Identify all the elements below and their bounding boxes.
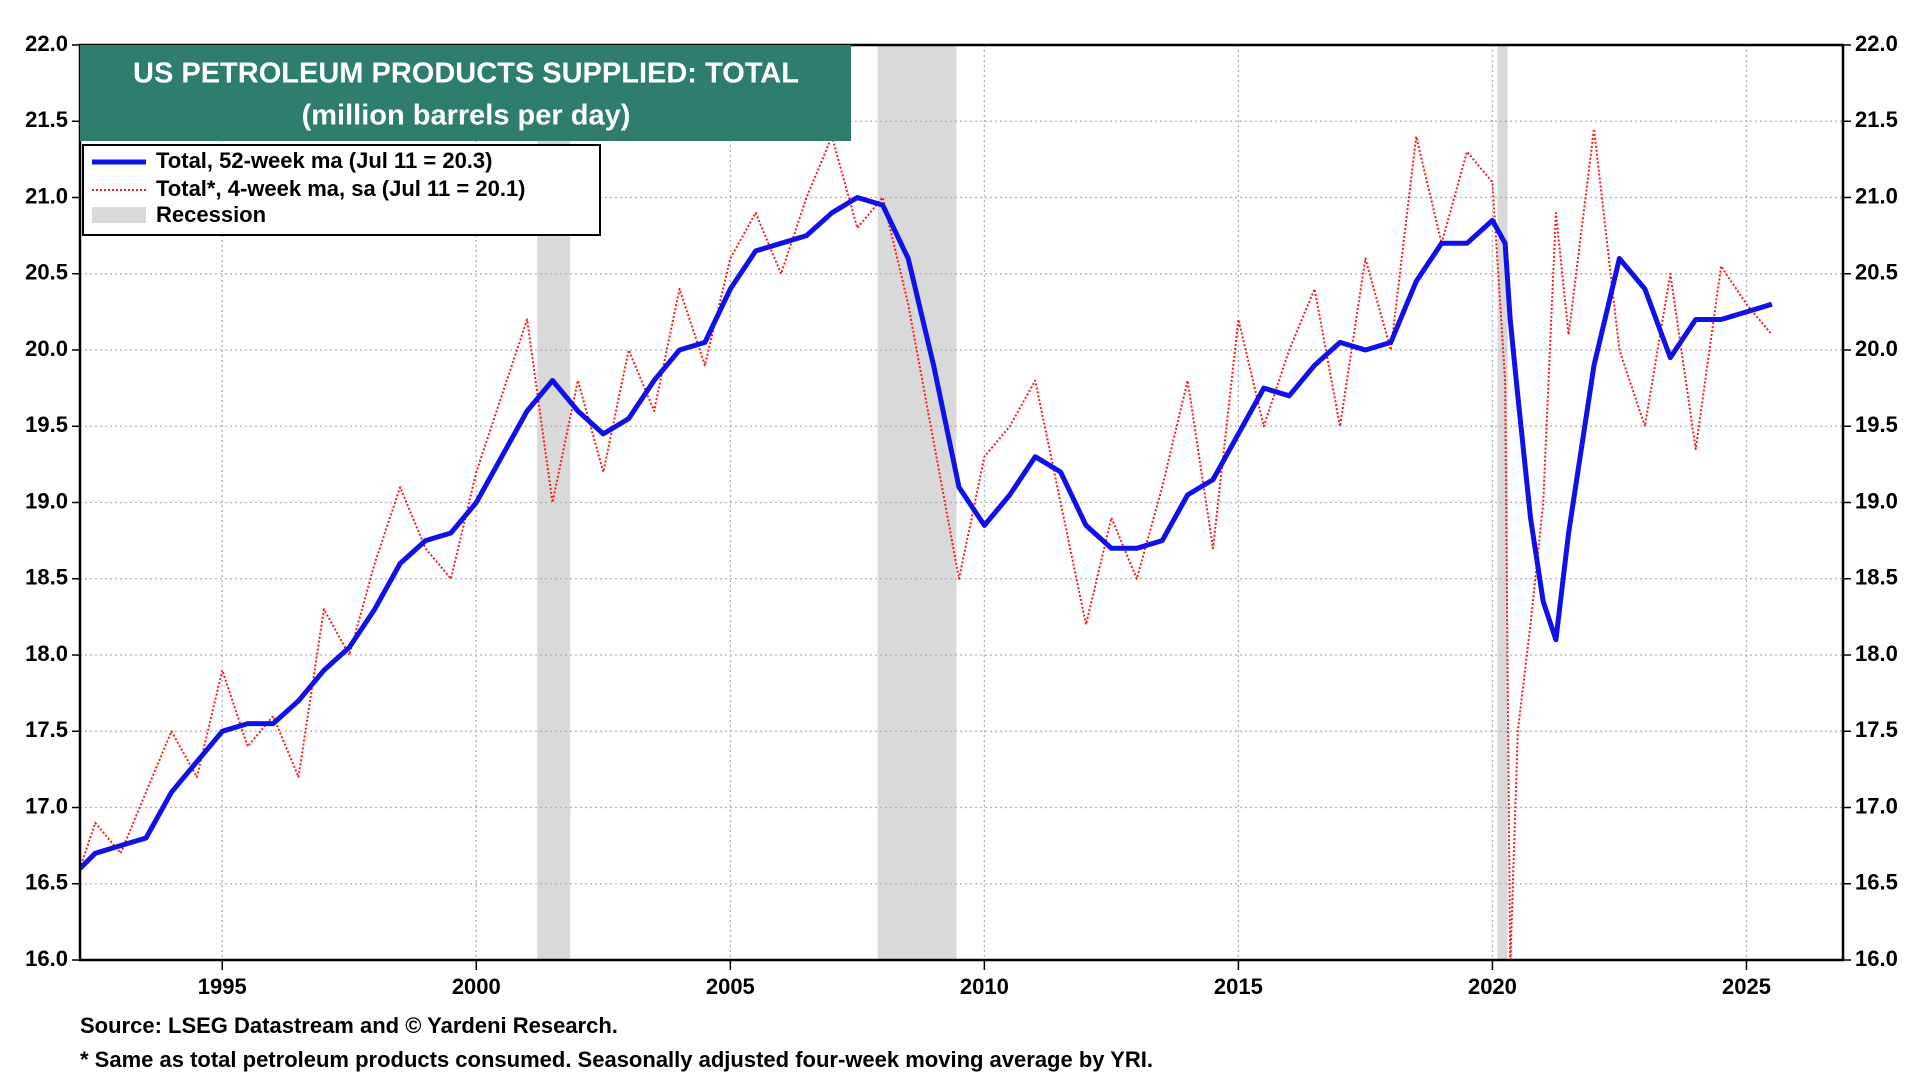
x-tick-label: 2010	[960, 974, 1009, 999]
legend-label: Recession	[156, 202, 266, 227]
legend-label: Total, 52-week ma (Jul 11 = 20.3)	[156, 148, 492, 173]
y-tick-label: 16.0	[25, 946, 68, 971]
legend-label: Total*, 4-week ma, sa (Jul 11 = 20.1)	[156, 176, 526, 201]
chart-subtitle: (million barrels per day)	[302, 100, 631, 132]
y-tick-label: 18.5	[25, 565, 68, 590]
title-box	[80, 45, 851, 141]
legend-swatch	[92, 207, 146, 223]
x-tick-label: 2005	[706, 974, 755, 999]
recession-band	[877, 45, 957, 960]
legend-box	[82, 144, 601, 236]
y-tick-label: 21.0	[25, 183, 68, 208]
x-tick-label: 2000	[452, 974, 501, 999]
y-tick-label: 21.5	[25, 107, 68, 132]
legend: Total, 52-week ma (Jul 11 = 20.3) Total*,…	[82, 144, 601, 236]
y2-tick-label: 20.0	[1855, 336, 1898, 361]
footnote: * Same as total petroleum products consu…	[80, 1047, 1153, 1072]
y-tick-label: 17.5	[25, 717, 68, 742]
y2-tick-label: 22.0	[1855, 31, 1898, 56]
y2-tick-label: 18.0	[1855, 641, 1898, 666]
y2-tick-label: 17.5	[1855, 717, 1898, 742]
source-note: Source: LSEG Datastream and © Yardeni Re…	[80, 1013, 618, 1038]
recession-band	[1497, 45, 1508, 960]
y2-tick-label: 17.0	[1855, 793, 1898, 818]
y-tick-label: 16.5	[25, 870, 68, 895]
chart-title: US PETROLEUM PRODUCTS SUPPLIED: TOTAL	[133, 58, 799, 90]
y-tick-label: 17.0	[25, 793, 68, 818]
y-tick-label: 18.0	[25, 641, 68, 666]
y2-tick-label: 20.5	[1855, 260, 1898, 285]
x-tick-label: 1995	[198, 974, 247, 999]
y2-tick-label: 21.0	[1855, 183, 1898, 208]
y2-tick-label: 16.5	[1855, 870, 1898, 895]
y2-tick-label: 19.5	[1855, 412, 1898, 437]
series-line	[80, 195, 1773, 871]
plot-lines	[80, 127, 1773, 960]
y-tick-label: 20.5	[25, 260, 68, 285]
x-tick-label: 2020	[1468, 974, 1517, 999]
y2-tick-label: 19.0	[1855, 488, 1898, 513]
y-tick-label: 19.0	[25, 488, 68, 513]
y-tick-label: 22.0	[25, 31, 68, 56]
y2-tick-label: 16.0	[1855, 946, 1898, 971]
y2-tick-label: 21.5	[1855, 107, 1898, 132]
y2-tick-label: 18.5	[1855, 565, 1898, 590]
x-tick-label: 2015	[1214, 974, 1263, 999]
series-line	[80, 127, 1773, 960]
x-tick-label: 2025	[1722, 974, 1771, 999]
y-tick-label: 19.5	[25, 412, 68, 437]
y-tick-label: 20.0	[25, 336, 68, 361]
